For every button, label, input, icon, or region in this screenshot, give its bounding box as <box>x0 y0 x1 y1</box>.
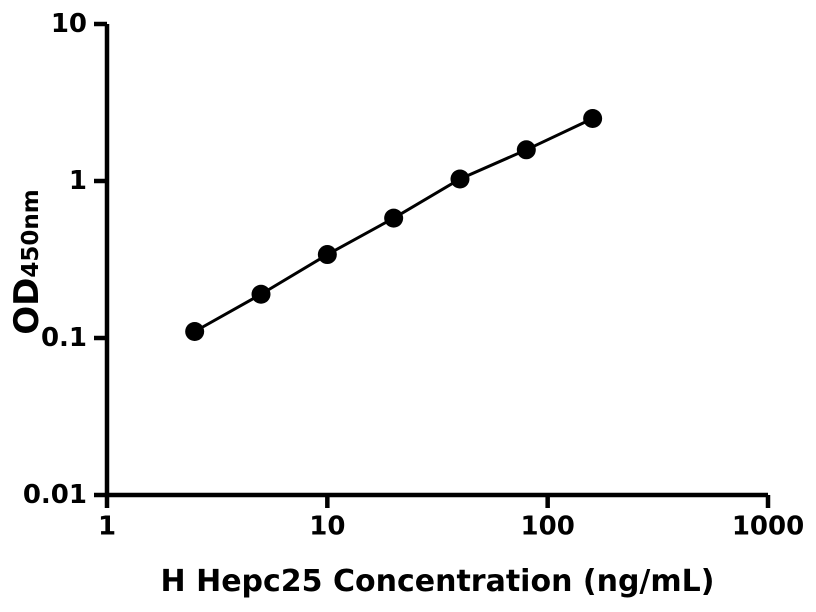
y-axis-title: OD450nm <box>7 189 47 335</box>
x-tick-label: 10 <box>309 511 345 541</box>
data-point-marker <box>516 140 536 160</box>
x-axis-title: H Hepc25 Concentration (ng/mL) <box>160 564 715 599</box>
y-tick-label: 10 <box>51 9 87 39</box>
x-tick-label: 1 <box>98 511 116 541</box>
data-point-marker <box>251 284 271 304</box>
data-point-marker <box>317 245 337 265</box>
data-point-marker <box>583 109 603 129</box>
data-point-marker <box>450 169 470 189</box>
x-tick-label: 1000 <box>732 511 804 541</box>
x-tick-label: 100 <box>521 511 575 541</box>
data-point-marker <box>185 322 205 342</box>
y-tick-label: 1 <box>69 166 87 196</box>
data-point-marker <box>384 208 404 228</box>
y-tick-label: 0.1 <box>41 323 87 353</box>
y-axis-title-subscript: 450nm <box>18 189 44 278</box>
y-axis-title-main: OD <box>7 277 47 335</box>
y-tick-label: 0.01 <box>23 480 87 510</box>
